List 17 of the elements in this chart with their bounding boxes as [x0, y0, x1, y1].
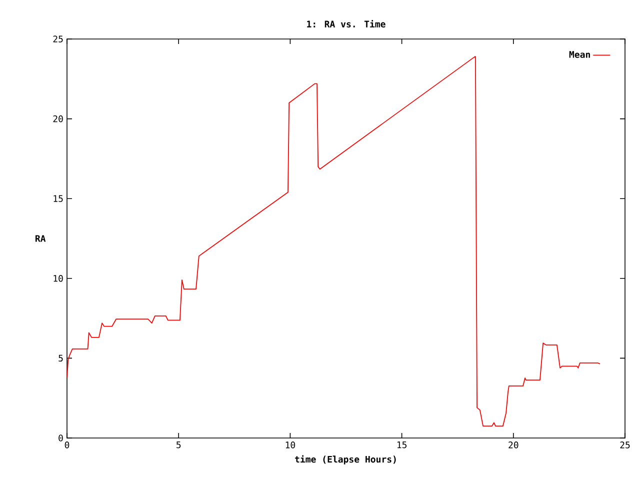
- x-tick-label: 15: [397, 442, 407, 448]
- legend-label: Mean: [569, 51, 590, 58]
- y-tick-label: 10: [54, 274, 63, 282]
- y-tick-label: 15: [54, 195, 63, 202]
- x-tick-label: 10: [286, 442, 296, 448]
- chart-title: 1: RA vs. Time: [307, 20, 386, 28]
- x-tick-label: 0: [64, 442, 70, 448]
- x-tick-label: 20: [508, 442, 518, 448]
- y-tick-label: 20: [53, 115, 63, 122]
- x-tick-label: 25: [620, 442, 630, 448]
- x-tick-label: 5: [176, 442, 181, 448]
- line-series: [67, 56, 600, 426]
- x-axis-title: time (Elapse Hours): [295, 455, 396, 464]
- y-tick-label: 0: [58, 434, 63, 442]
- y-tick-label: 5: [58, 354, 63, 362]
- y-tick-label: 25: [53, 36, 63, 42]
- y-axis-title: RA: [36, 235, 46, 242]
